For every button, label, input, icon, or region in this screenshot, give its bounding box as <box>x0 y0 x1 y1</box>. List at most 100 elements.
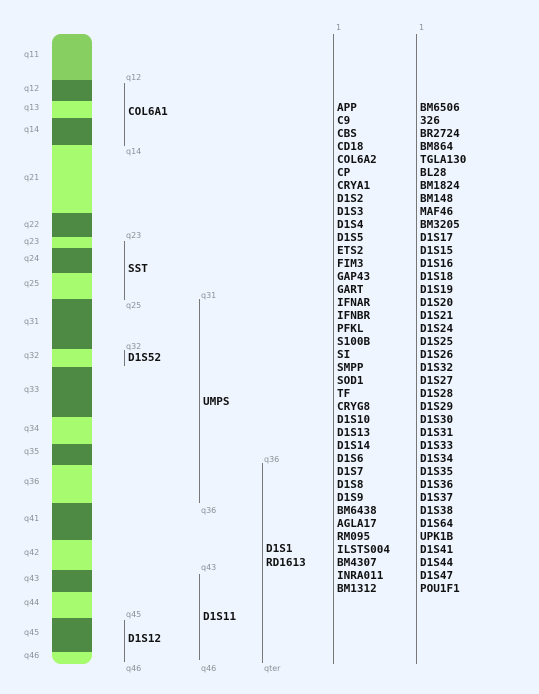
locus-start-mark: q43 <box>201 563 216 572</box>
loci: q12q14COL6A1q23q25SSTq32D1S52q31q36UMPSq… <box>124 73 306 673</box>
gene-label: SMPP <box>337 361 364 374</box>
band-label-q41: q41 <box>24 514 39 523</box>
band-q45 <box>52 618 92 652</box>
gene-label: BM6506 <box>420 101 460 114</box>
gene-label: BM3205 <box>420 218 460 231</box>
gene-column: 1BM6506326BR2724BM864TGLA130BL28BM1824BM… <box>416 23 466 664</box>
gene-label: INRA011 <box>337 569 384 582</box>
locus-end-mark: qter <box>264 664 281 673</box>
band-label-q36: q36 <box>24 477 39 486</box>
locus-end-mark: q36 <box>201 506 216 515</box>
band-q14 <box>52 118 92 145</box>
gene-label: CRYG8 <box>337 400 370 413</box>
band-label-q43: q43 <box>24 574 39 583</box>
locus-name: D1S52 <box>128 351 161 364</box>
gene-label: SI <box>337 348 350 361</box>
gene-columns: 1APPC9CBSCD18COL6A2CPCRYA1D1S2D1S3D1S4D1… <box>333 23 466 664</box>
locus: q45 q46 D1S12 <box>124 610 161 673</box>
band-label-q46: q46 <box>24 651 39 660</box>
locus: q43 q46 D1S11 <box>199 563 236 673</box>
band-labels: q11 q12 q13 q14 q21 q22 q23 q24 q25 q31 q32 q33 q34 q… <box>24 50 39 660</box>
gene-label: D1S7 <box>337 465 364 478</box>
band-label-q25: q25 <box>24 279 39 288</box>
gene-label: BM1824 <box>420 179 460 192</box>
band-label-q35: q35 <box>24 447 39 456</box>
band-q44 <box>52 592 92 618</box>
gene-label: D1S29 <box>420 400 453 413</box>
band-q31 <box>52 299 92 349</box>
band-label-q12: q12 <box>24 84 39 93</box>
band-q32 <box>52 349 92 367</box>
band-q33 <box>52 367 92 417</box>
locus-start-mark: q23 <box>126 231 141 240</box>
gene-label: BM148 <box>420 192 453 205</box>
gene-label: CRYA1 <box>337 179 370 192</box>
gene-label: CBS <box>337 127 357 140</box>
locus-name: RD1613 <box>266 556 306 569</box>
locus-end-mark: q14 <box>126 147 141 156</box>
band-label-q14: q14 <box>24 125 39 134</box>
gene-label: D1S36 <box>420 478 453 491</box>
gene-label: ETS2 <box>337 244 364 257</box>
locus-start-mark: q36 <box>264 455 279 464</box>
band-label-q33: q33 <box>24 385 39 394</box>
gene-label: D1S14 <box>337 439 370 452</box>
gene-label: D1S35 <box>420 465 453 478</box>
gene-label: D1S6 <box>337 452 364 465</box>
gene-label: D1S27 <box>420 374 453 387</box>
band-q24 <box>52 248 92 273</box>
gene-label: BM6438 <box>337 504 377 517</box>
band-label-q24: q24 <box>24 254 39 263</box>
locus-name: COL6A1 <box>128 105 168 118</box>
band-label-q31: q31 <box>24 317 39 326</box>
gene-label: D1S17 <box>420 231 453 244</box>
gene-label: FIM3 <box>337 257 364 270</box>
band-q23 <box>52 237 92 248</box>
band-label-q45: q45 <box>24 628 39 637</box>
gene-label: BL28 <box>420 166 447 179</box>
band-label-q21: q21 <box>24 173 39 182</box>
band-q46 <box>52 652 92 664</box>
gene-label: D1S44 <box>420 556 453 569</box>
locus: q12 q14 COL6A1 <box>124 73 168 156</box>
gene-label: COL6A2 <box>337 153 377 166</box>
gene-label: D1S64 <box>420 517 453 530</box>
gene-label: PFKL <box>337 322 364 335</box>
band-q11 <box>52 34 92 80</box>
gene-label: D1S41 <box>420 543 453 556</box>
locus-end-mark: q25 <box>126 301 141 310</box>
gene-label: D1S28 <box>420 387 453 400</box>
gene-label: D1S4 <box>337 218 364 231</box>
gene-label: APP <box>337 101 357 114</box>
gene-label: RM095 <box>337 530 370 543</box>
band-label-q42: q42 <box>24 548 39 557</box>
gene-column-header: 1 <box>336 23 341 32</box>
gene-label: IFNAR <box>337 296 370 309</box>
gene-label: AGLA17 <box>337 517 377 530</box>
chromosome-ideogram <box>52 34 92 664</box>
gene-label: D1S34 <box>420 452 453 465</box>
band-q22 <box>52 213 92 237</box>
band-label-q44: q44 <box>24 598 39 607</box>
band-q42 <box>52 540 92 570</box>
locus-end-mark: q46 <box>126 664 141 673</box>
gene-label: MAF46 <box>420 205 453 218</box>
band-label-q11: q11 <box>24 50 39 59</box>
band-q25 <box>52 273 92 299</box>
band-label-q13: q13 <box>24 103 39 112</box>
gene-label: D1S5 <box>337 231 364 244</box>
gene-label: SOD1 <box>337 374 364 387</box>
gene-label: BM1312 <box>337 582 377 595</box>
gene-label: TF <box>337 387 350 400</box>
band-q36 <box>52 465 92 503</box>
gene-label: D1S18 <box>420 270 453 283</box>
band-q35 <box>52 444 92 465</box>
gene-label: D1S32 <box>420 361 453 374</box>
locus: q31 q36 UMPS <box>199 291 230 515</box>
gene-label: D1S2 <box>337 192 364 205</box>
locus-name: SST <box>128 262 148 275</box>
gene-label: D1S25 <box>420 335 453 348</box>
gene-label: TGLA130 <box>420 153 466 166</box>
gene-label: D1S33 <box>420 439 453 452</box>
band-label-q23: q23 <box>24 237 39 246</box>
